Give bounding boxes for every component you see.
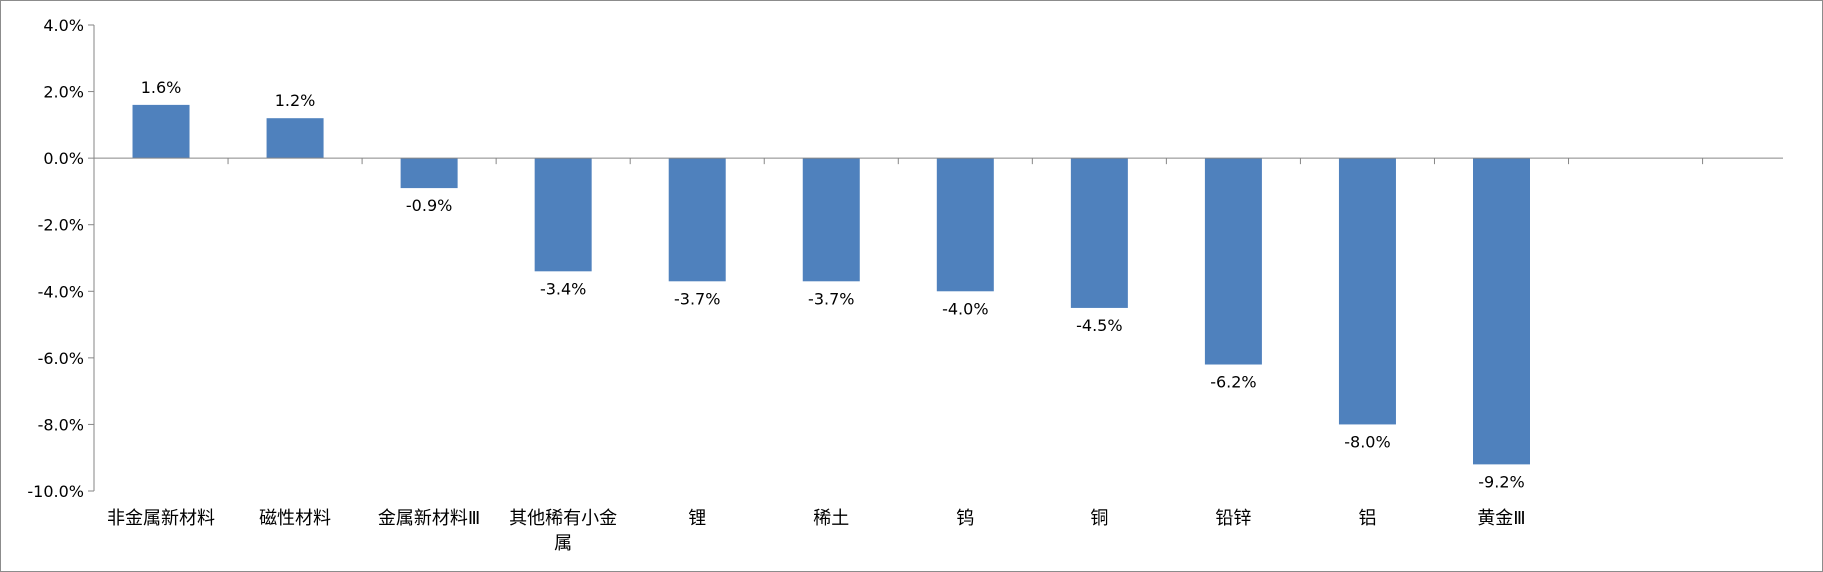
data-label: -8.0% bbox=[1344, 432, 1390, 451]
category-label: 属 bbox=[554, 533, 572, 554]
data-label: -3.4% bbox=[540, 279, 586, 298]
category-label: 钨 bbox=[956, 508, 974, 529]
category-label: 铝 bbox=[1358, 508, 1376, 529]
data-labels: 1.6% 1.2% -0.9% -3.4% -3.7% -3.7% -4.0% -4.5% -6… bbox=[141, 78, 1525, 491]
category-label: 其他稀有小金 bbox=[509, 508, 617, 529]
x-axis bbox=[94, 157, 1783, 165]
bar bbox=[400, 158, 458, 189]
bar bbox=[936, 158, 994, 292]
category-label: 铅锌 bbox=[1215, 508, 1251, 529]
bar bbox=[132, 104, 190, 159]
data-label: -3.7% bbox=[808, 289, 854, 308]
category-label: 稀土 bbox=[813, 508, 849, 529]
bar bbox=[1338, 158, 1396, 425]
bar bbox=[1070, 158, 1128, 308]
y-tick-label: -6.0% bbox=[38, 349, 84, 368]
data-label: -3.7% bbox=[674, 289, 720, 308]
bar bbox=[802, 158, 860, 282]
category-label: 锂 bbox=[688, 508, 706, 529]
data-label: -4.5% bbox=[1076, 316, 1122, 335]
y-tick-label: 0.0% bbox=[43, 149, 84, 168]
data-label: -0.9% bbox=[406, 196, 452, 215]
bar bbox=[1473, 158, 1530, 465]
category-label: 铜 bbox=[1090, 508, 1108, 529]
data-label: -9.2% bbox=[1478, 472, 1524, 491]
bar bbox=[1204, 158, 1262, 365]
data-label: 1.2% bbox=[275, 91, 316, 110]
data-label: -6.2% bbox=[1210, 373, 1256, 392]
y-tick-label: 4.0% bbox=[43, 16, 84, 35]
bar bbox=[266, 118, 324, 159]
bar bbox=[534, 158, 592, 272]
y-tick-label: -4.0% bbox=[38, 282, 84, 301]
y-tick-label: -8.0% bbox=[38, 415, 84, 434]
data-label: -4.0% bbox=[942, 299, 988, 318]
bars bbox=[132, 104, 1530, 465]
y-tick-label: -2.0% bbox=[38, 216, 84, 235]
category-label: 金属新材料Ⅲ bbox=[378, 508, 480, 529]
category-label: 非金属新材料 bbox=[107, 508, 215, 529]
bar bbox=[668, 158, 726, 282]
y-tick-label: -10.0% bbox=[27, 482, 84, 501]
category-label: 黄金Ⅲ bbox=[1477, 508, 1525, 529]
y-axis: 4.0% 2.0% 0.0% -2.0% -4.0% -6.0% -8.0% -10.0% bbox=[27, 16, 95, 501]
category-label: 磁性材料 bbox=[259, 508, 331, 529]
y-tick-label: 2.0% bbox=[43, 83, 84, 102]
data-label: 1.6% bbox=[141, 78, 182, 97]
